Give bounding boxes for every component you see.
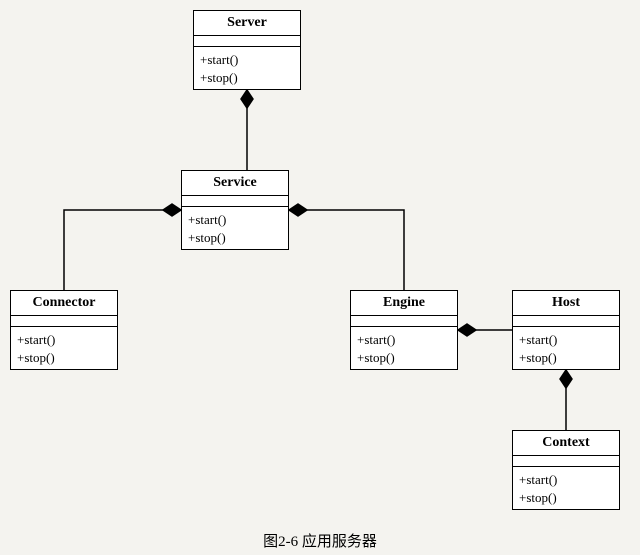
class-operations: +start() +stop(): [11, 327, 117, 370]
class-name: Host: [513, 291, 619, 316]
class-operations: +start() +stop(): [513, 327, 619, 370]
class-box-engine: Engine +start() +stop(): [350, 290, 458, 370]
class-name: Engine: [351, 291, 457, 316]
class-operations: +start() +stop(): [182, 207, 288, 250]
class-name: Connector: [11, 291, 117, 316]
class-name: Context: [513, 431, 619, 456]
class-attrs-empty: [11, 316, 117, 327]
class-attrs-empty: [513, 456, 619, 467]
class-attrs-empty: [194, 36, 300, 47]
class-operations: +start() +stop(): [513, 467, 619, 510]
class-attrs-empty: [513, 316, 619, 327]
class-box-connector: Connector +start() +stop(): [10, 290, 118, 370]
class-box-context: Context +start() +stop(): [512, 430, 620, 510]
class-name: Service: [182, 171, 288, 196]
class-name: Server: [194, 11, 300, 36]
diagram-canvas: Server +start() +stop() Service +start()…: [0, 0, 640, 555]
class-attrs-empty: [351, 316, 457, 327]
class-box-server: Server +start() +stop(): [193, 10, 301, 90]
class-attrs-empty: [182, 196, 288, 207]
class-box-host: Host +start() +stop(): [512, 290, 620, 370]
class-operations: +start() +stop(): [194, 47, 300, 90]
class-box-service: Service +start() +stop(): [181, 170, 289, 250]
figure-caption: 图2-6 应用服务器: [0, 530, 640, 551]
class-operations: +start() +stop(): [351, 327, 457, 370]
